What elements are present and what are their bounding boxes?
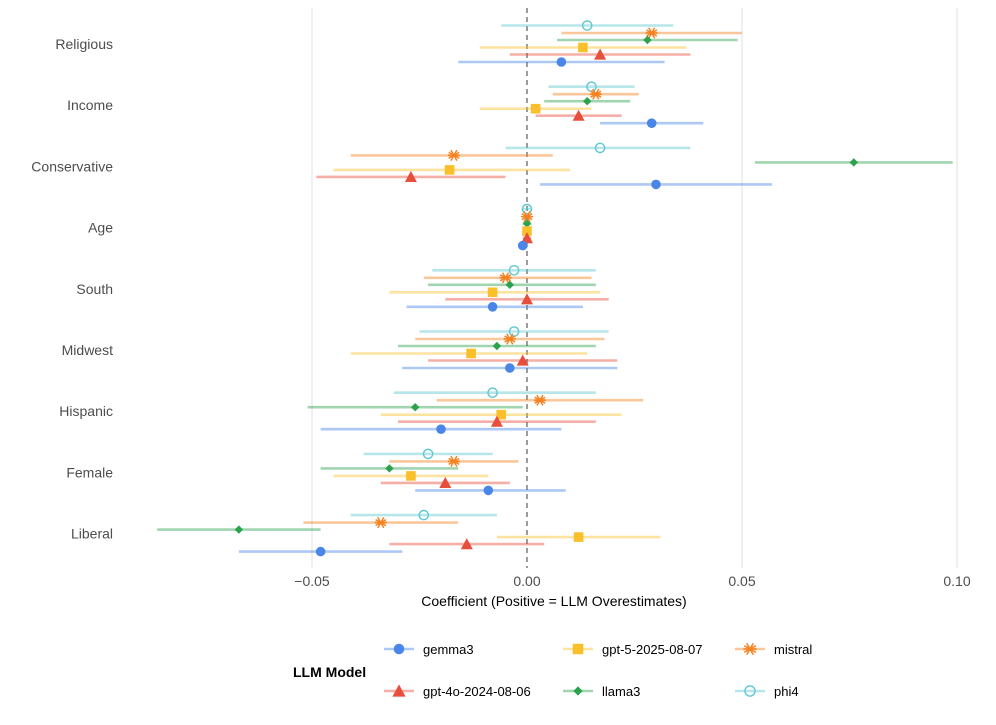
legend-key-marker	[392, 684, 406, 697]
category-label: Hispanic	[59, 403, 113, 419]
point-mistral	[645, 27, 658, 39]
point-gemma3	[483, 485, 494, 496]
legend-label: gemma3	[423, 642, 474, 657]
point-mistral	[374, 517, 387, 529]
point-gemma3	[505, 363, 515, 373]
category-label: Income	[67, 97, 113, 113]
point-llama3	[643, 35, 652, 45]
point-phi4	[508, 264, 520, 276]
category-label: Liberal	[71, 526, 113, 542]
legend-item-gpt-4o-2024-08-06: gpt-4o-2024-08-06	[384, 684, 531, 699]
category-label: Female	[66, 464, 113, 480]
point-gemma3	[315, 546, 326, 557]
point-phi4	[422, 448, 434, 460]
point-estimates	[234, 20, 858, 557]
legend-key-marker	[572, 643, 584, 655]
point-gpt-5-2025-08-07	[466, 348, 476, 359]
point-gpt-5-2025-08-07	[573, 532, 584, 542]
point-gpt-4o-2024-08-06	[516, 354, 529, 366]
point-mistral	[447, 455, 460, 467]
legend-key-marker	[573, 686, 583, 696]
point-mistral	[503, 333, 516, 345]
legend-item-gpt-5-2025-08-07: gpt-5-2025-08-07	[563, 642, 702, 657]
x-tick-label: 0.05	[728, 573, 755, 589]
point-llama3	[505, 280, 514, 289]
point-gemma3	[556, 57, 567, 67]
point-gemma3	[651, 179, 661, 190]
legend-item-phi4: phi4	[735, 684, 799, 699]
point-llama3	[234, 525, 244, 534]
legend-key-marker	[393, 643, 405, 655]
point-gpt-5-2025-08-07	[530, 103, 541, 114]
y-axis-categories: Religious Income Conservative Age South Midwe…	[31, 36, 113, 542]
legend-label: gpt-4o-2024-08-06	[423, 684, 531, 699]
legend-key-marker	[744, 685, 756, 697]
point-gemma3	[517, 240, 528, 251]
x-tick-label: 0.10	[943, 573, 970, 589]
x-tick-label: −0.05	[294, 573, 330, 589]
point-gpt-4o-2024-08-06	[521, 232, 533, 244]
category-label: Age	[88, 220, 113, 236]
point-gemma3	[487, 302, 498, 312]
x-axis-title: Coefficient (Positive = LLM Overestimate…	[421, 593, 686, 609]
point-llama3	[849, 158, 858, 167]
point-gpt-5-2025-08-07	[444, 165, 455, 175]
category-label: Conservative	[31, 158, 113, 174]
point-llama3	[385, 464, 394, 473]
x-tick-label: 0.00	[513, 573, 540, 589]
point-gpt-4o-2024-08-06	[594, 48, 607, 60]
point-llama3	[522, 219, 532, 228]
point-gpt-4o-2024-08-06	[490, 415, 503, 427]
point-llama3	[583, 97, 592, 106]
category-label: Midwest	[62, 342, 113, 358]
legend-label: mistral	[774, 642, 812, 657]
point-gpt-4o-2024-08-06	[521, 293, 533, 305]
point-gemma3	[436, 424, 446, 435]
legend-item-llama3: llama3	[563, 684, 640, 699]
point-phi4	[521, 203, 533, 215]
point-gpt-4o-2024-08-06	[439, 476, 452, 488]
point-mistral	[589, 88, 602, 100]
legend-label: gpt-5-2025-08-07	[602, 642, 702, 657]
legend-item-gemma3: gemma3	[384, 642, 474, 657]
point-phi4	[418, 509, 430, 521]
point-gemma3	[646, 118, 657, 128]
point-gpt-5-2025-08-07	[578, 42, 588, 53]
legend-label: llama3	[602, 684, 640, 699]
point-phi4	[594, 142, 606, 154]
confidence-intervals	[157, 24, 953, 553]
gridlines	[311, 8, 958, 568]
point-llama3	[411, 403, 420, 412]
x-axis-ticks: −0.05 0.00 0.05 0.10	[294, 573, 971, 589]
point-gpt-4o-2024-08-06	[572, 109, 585, 121]
legend-key-marker	[743, 642, 757, 656]
point-llama3	[492, 341, 502, 351]
point-gpt-5-2025-08-07	[487, 287, 498, 298]
point-mistral	[499, 272, 512, 284]
legend-title: LLM Model	[293, 664, 366, 680]
point-gpt-4o-2024-08-06	[460, 538, 473, 550]
legend-label: phi4	[774, 684, 799, 699]
point-phi4	[487, 387, 498, 399]
point-gpt-5-2025-08-07	[496, 409, 506, 420]
point-mistral	[521, 211, 533, 223]
point-mistral	[447, 149, 460, 161]
point-gpt-5-2025-08-07	[522, 226, 532, 236]
point-gpt-4o-2024-08-06	[404, 170, 417, 182]
point-mistral	[533, 394, 546, 406]
legend-item-mistral: mistral	[735, 642, 812, 657]
legend: LLM Model gemma3 gpt-5-2025-08-07 mistral g…	[293, 642, 812, 699]
category-label: South	[76, 281, 113, 297]
point-phi4	[581, 20, 593, 31]
point-gpt-5-2025-08-07	[406, 471, 416, 481]
category-label: Religious	[55, 36, 113, 52]
